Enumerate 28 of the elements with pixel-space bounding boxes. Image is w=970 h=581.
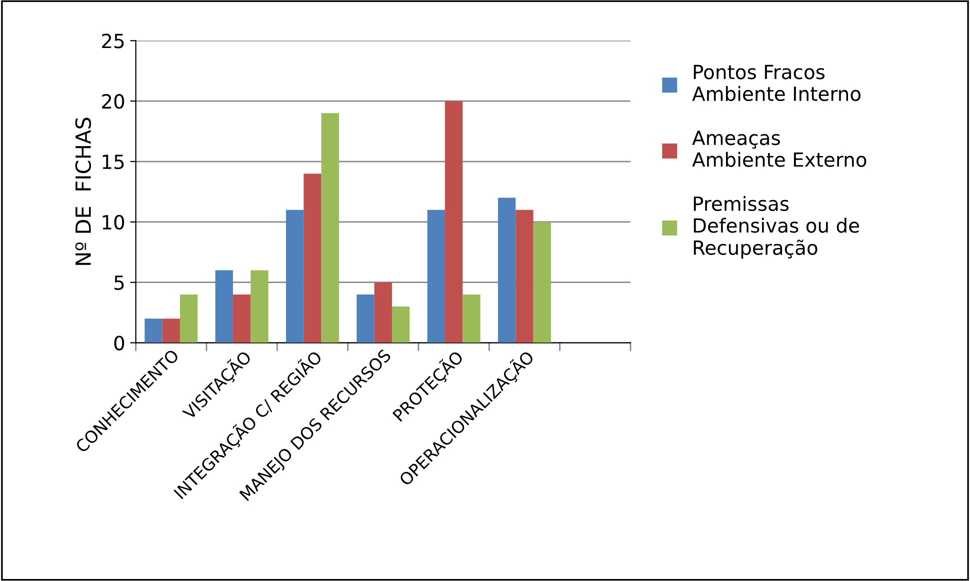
bar <box>250 270 268 343</box>
legend-label: Premissas Defensivas ou de Recuperação <box>694 196 860 259</box>
legend-label: Pontos Fracos Ambiente Interno <box>692 64 861 102</box>
bar <box>392 306 410 343</box>
legend-label: Ameaças Ambiente Externo <box>692 130 866 167</box>
bar <box>304 174 322 343</box>
bar <box>286 210 304 343</box>
bar <box>215 270 233 343</box>
y-tick-label: 0 <box>114 336 124 350</box>
bar <box>444 101 463 343</box>
bar <box>533 222 551 343</box>
y-tick-label: 5 <box>114 276 124 290</box>
bar <box>356 294 374 343</box>
bar <box>374 282 392 343</box>
y-tick-label: 25 <box>102 34 124 48</box>
bar <box>180 294 198 343</box>
bar <box>144 318 162 343</box>
y-tick-label: 10 <box>102 214 124 230</box>
bar <box>162 318 180 343</box>
bar <box>427 210 445 343</box>
bar <box>516 210 534 343</box>
bar <box>462 294 480 343</box>
bar <box>498 198 516 343</box>
bar <box>232 294 251 343</box>
bar <box>321 113 339 343</box>
y-tick-label: 15 <box>102 154 124 170</box>
y-tick-label: 20 <box>102 94 124 109</box>
y-axis-title: Nº DE FICHAS <box>75 118 92 265</box>
